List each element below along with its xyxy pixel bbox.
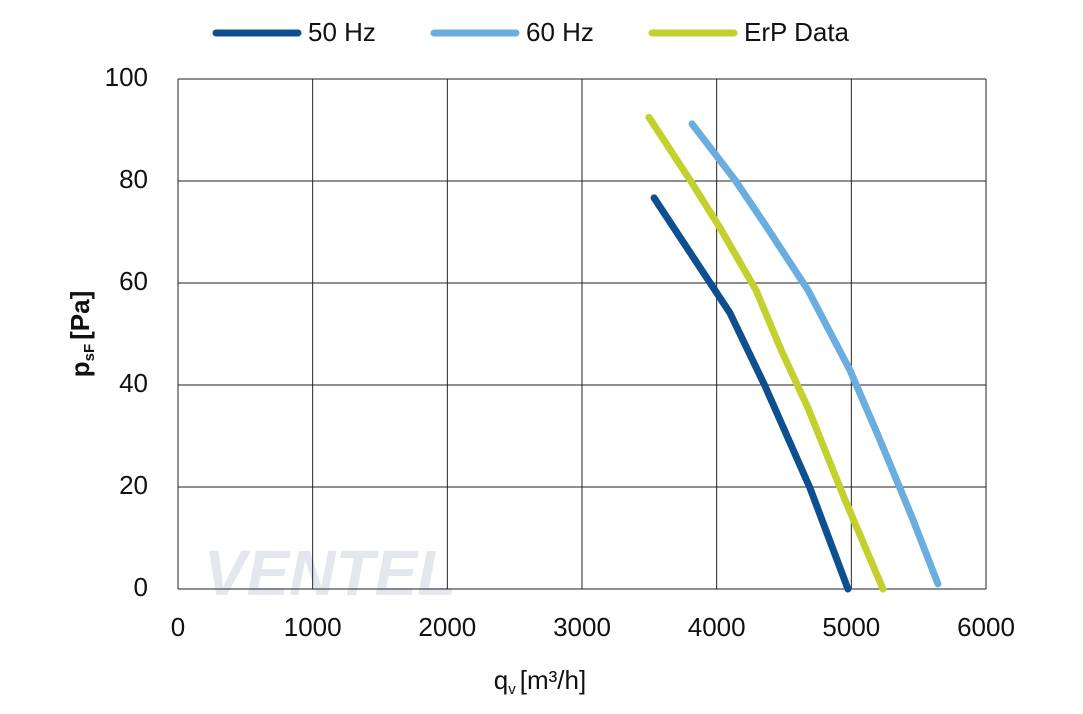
y-tick-label: 40 xyxy=(119,368,148,398)
x-label-sub: v xyxy=(508,681,516,698)
x-axis-label: qv [m³/h] xyxy=(494,665,586,698)
y-label-sub: sF xyxy=(81,344,98,362)
x-label-unit: [m³/h] xyxy=(520,665,586,695)
legend-label: 60 Hz xyxy=(526,17,594,47)
legend-label: ErP Data xyxy=(744,17,850,47)
y-tick-label: 80 xyxy=(119,164,148,194)
x-tick-label: 2000 xyxy=(418,612,476,642)
y-label-main: p xyxy=(65,361,95,377)
y-tick-label: 0 xyxy=(134,572,148,602)
y-axis-label: psF [Pa] xyxy=(65,291,98,378)
x-tick-label: 6000 xyxy=(957,612,1015,642)
series-line xyxy=(650,194,852,593)
x-tick-label: 5000 xyxy=(822,612,880,642)
series-line xyxy=(645,113,887,593)
x-tick-label: 4000 xyxy=(688,612,746,642)
x-label-main: q xyxy=(494,665,508,695)
y-tick-label: 60 xyxy=(119,266,148,296)
y-label-unit: [Pa] xyxy=(65,291,95,340)
legend-label: 50 Hz xyxy=(308,17,376,47)
x-tick-label: 0 xyxy=(171,612,185,642)
x-tick-label: 3000 xyxy=(553,612,611,642)
y-tick-label: 20 xyxy=(119,470,148,500)
watermark: VENTEL xyxy=(204,537,456,609)
series-line xyxy=(688,120,942,588)
y-tick-label: 100 xyxy=(105,62,148,92)
x-tick-label: 1000 xyxy=(284,612,342,642)
